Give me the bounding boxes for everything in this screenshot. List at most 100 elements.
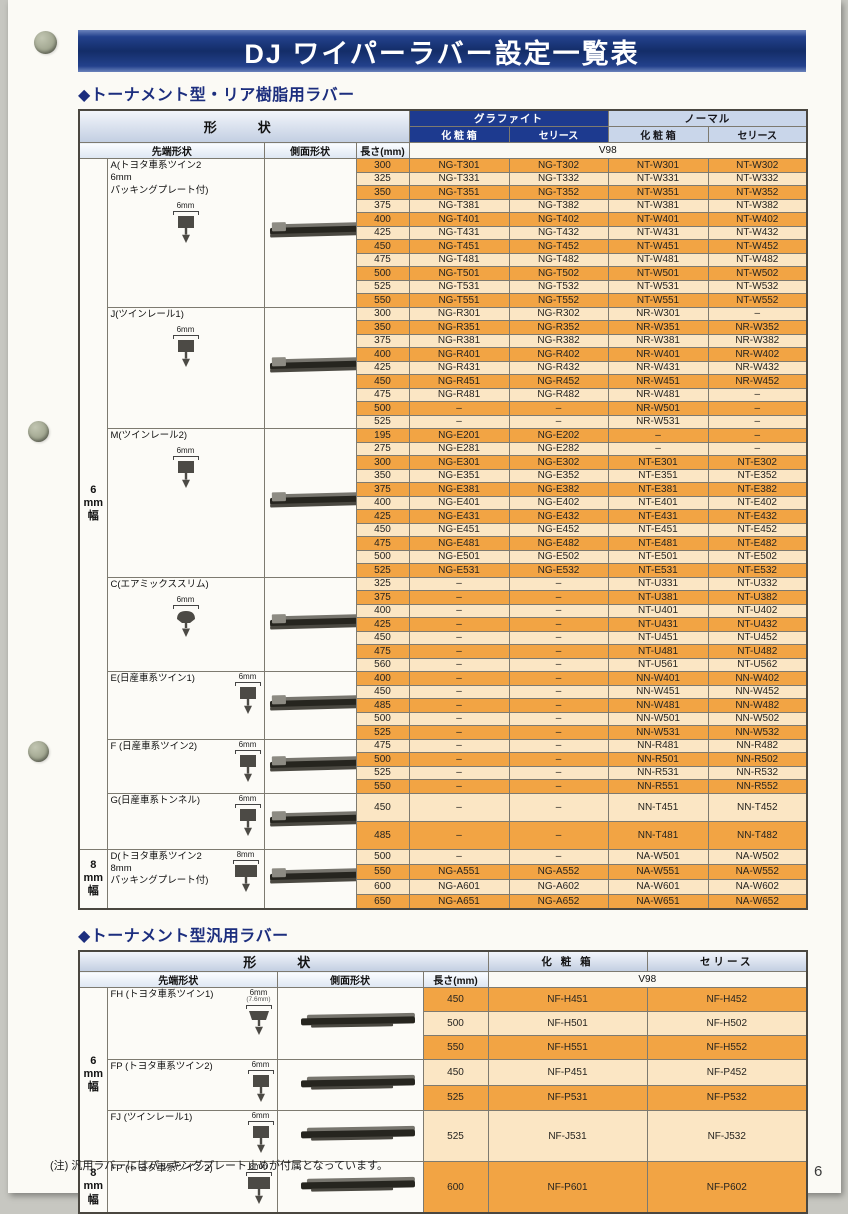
part-number-cell: NN-W402 [707,671,808,686]
part-number-cell: NT-E401 [607,495,709,510]
part-number-cell: NG-T302 [508,158,609,173]
part-number-cell: NN-T482 [707,820,808,850]
length-cell: 425 [355,617,410,632]
graphite-series-header: セリース [508,126,609,143]
part-number-cell: – [508,603,609,618]
part-number-cell: NT-U482 [707,644,808,659]
length-cell: 350 [355,320,410,335]
part-number-cell: – [707,428,808,443]
part-number-cell: NT-E381 [607,482,709,497]
part-number-cell: – [508,779,609,794]
length-cell: 500 [355,401,410,416]
part-number-cell: – [408,644,510,659]
part-number-cell: – [408,698,510,713]
part-number-cell: – [508,820,609,850]
part-number-cell: NG-R382 [508,333,609,348]
part-number-cell: NF-H451 [487,987,648,1012]
part-number-cell: NG-R452 [508,374,609,389]
length-cell: 450 [355,522,410,537]
part-number-cell: NT-W432 [707,225,808,240]
length-cell: 525 [355,765,410,780]
side-shape-image [263,848,357,910]
part-number-cell: NT-W302 [707,158,808,173]
part-number-cell: – [508,617,609,632]
part-number-cell: – [508,401,609,416]
part-number-cell: NG-E302 [508,455,609,470]
part-number-cell: NR-W501 [607,401,709,416]
part-number-cell: NT-U401 [607,603,709,618]
part-number-cell: NT-U562 [707,657,808,672]
part-number-cell: NG-R451 [408,374,510,389]
part-number-cell: NT-W382 [707,198,808,213]
tip-shape-cell: F (日産車系ツイン2) 6mm [106,738,265,794]
tip-shape-cell: A(トヨタ車系ツイン2 6mm パッキングプレート付) 6mm [106,158,265,308]
section-heading-general: ◆トーナメント型汎用ラバー [78,928,289,945]
part-number-cell: – [408,684,510,699]
part-number-cell: NG-E402 [508,495,609,510]
tip-shape-label: FP (トヨタ車系ツイン2) [110,1061,213,1072]
part-number-cell: NT-E502 [707,549,808,564]
length-cell: 475 [355,644,410,659]
part-number-cell: NT-W481 [607,252,709,267]
tip-shape-header: 先端形状 [78,971,278,988]
graphite-box-header: 化 粧 箱 [408,126,510,143]
part-number-cell: – [508,590,609,605]
length-cell: 550 [355,779,410,794]
part-number-cell: NN-T481 [607,820,709,850]
part-number-cell: NT-E302 [707,455,808,470]
part-number-cell: NT-E382 [707,482,808,497]
part-number-cell: – [707,306,808,321]
length-cell: 650 [355,893,410,910]
part-number-cell: – [408,617,510,632]
length-cell: 375 [355,198,410,213]
part-number-cell: NF-H552 [646,1035,808,1060]
part-number-cell: NA-W502 [707,848,808,865]
part-number-cell: NR-W301 [607,306,709,321]
length-cell: 475 [355,738,410,753]
part-number-cell: – [408,590,510,605]
part-number-cell: NT-U431 [607,617,709,632]
side-shape-header: 側面形状 [263,142,357,159]
part-number-cell: NT-W501 [607,266,709,281]
part-number-cell: NA-W602 [707,878,808,895]
tip-shape-label: M(ツインレール2) [110,430,188,441]
part-number-cell: NG-T551 [408,293,510,308]
section-heading-rear-resin: ◆トーナメント型・リア樹脂用ラバー [78,87,355,104]
tip-shape-label: FP (トヨタ車系ツイン2) [110,1163,213,1174]
side-shape-image [276,1110,424,1162]
part-number-cell: NG-E352 [508,468,609,483]
part-number-cell: NT-E352 [707,468,808,483]
length-cell: 425 [355,225,410,240]
part-number-cell: NN-R551 [607,779,709,794]
length-cell: 400 [355,212,410,227]
part-number-cell: NG-T382 [508,198,609,213]
part-number-cell: NG-E431 [408,509,510,524]
tip-shape-icon: 6mm [234,673,261,721]
part-number-cell: – [408,414,510,429]
normal-box-header: 化 粧 箱 [607,126,709,143]
part-number-cell: – [508,576,609,591]
side-shape-image [263,738,357,794]
part-number-cell: NG-T331 [408,171,510,186]
part-number-cell: NG-R481 [408,387,510,402]
part-number-cell: NG-E282 [508,441,609,456]
part-number-cell: – [508,630,609,645]
graphite-header: グラファイト [408,109,609,127]
part-number-cell: NA-W501 [607,848,709,865]
part-number-cell: – [707,414,808,429]
tip-shape-icon: 6mm [172,595,199,644]
part-number-cell: NG-E532 [508,563,609,578]
part-number-cell: NT-U332 [707,576,808,591]
part-number-cell: NG-E201 [408,428,510,443]
part-number-cell: NN-W452 [707,684,808,699]
part-number-cell: NG-T451 [408,239,510,254]
part-number-cell: NG-A551 [408,863,510,880]
part-number-cell: NF-J531 [487,1110,648,1162]
part-number-cell: NT-W482 [707,252,808,267]
general-rubber-table: 形 状 化 粧 箱 セリース 先端形状 側面形状 長さ(mm) V98 6 mm 幅… [78,950,809,1214]
part-number-cell: NG-E501 [408,549,510,564]
part-number-cell: NG-A602 [508,878,609,895]
part-number-cell: – [707,387,808,402]
part-number-cell: – [508,725,609,740]
part-number-cell: NF-H551 [487,1035,648,1060]
